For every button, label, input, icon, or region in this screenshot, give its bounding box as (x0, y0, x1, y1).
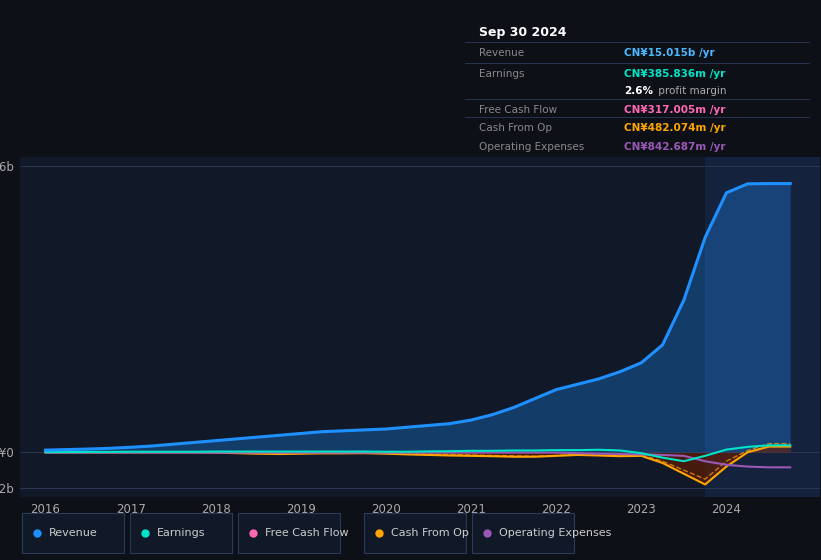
Text: Revenue: Revenue (49, 528, 98, 538)
Text: CN¥842.687m /yr: CN¥842.687m /yr (624, 142, 725, 152)
FancyBboxPatch shape (130, 513, 232, 553)
Text: Sep 30 2024: Sep 30 2024 (479, 26, 566, 39)
Text: Operating Expenses: Operating Expenses (499, 528, 612, 538)
FancyBboxPatch shape (22, 513, 124, 553)
Text: Revenue: Revenue (479, 48, 524, 58)
Text: CN¥482.074m /yr: CN¥482.074m /yr (624, 123, 725, 133)
Text: Operating Expenses: Operating Expenses (479, 142, 584, 152)
FancyBboxPatch shape (472, 513, 574, 553)
Text: Earnings: Earnings (479, 69, 525, 79)
Text: Cash From Op: Cash From Op (391, 528, 469, 538)
Text: CN¥385.836m /yr: CN¥385.836m /yr (624, 69, 725, 79)
Text: 2.6%: 2.6% (624, 86, 653, 96)
Text: Free Cash Flow: Free Cash Flow (479, 105, 557, 115)
Bar (705, 157, 820, 497)
Text: Free Cash Flow: Free Cash Flow (265, 528, 349, 538)
Text: profit margin: profit margin (655, 86, 727, 96)
Text: CN¥15.015b /yr: CN¥15.015b /yr (624, 48, 714, 58)
Text: Earnings: Earnings (157, 528, 205, 538)
Text: CN¥317.005m /yr: CN¥317.005m /yr (624, 105, 725, 115)
FancyBboxPatch shape (364, 513, 466, 553)
Text: Cash From Op: Cash From Op (479, 123, 552, 133)
FancyBboxPatch shape (238, 513, 340, 553)
